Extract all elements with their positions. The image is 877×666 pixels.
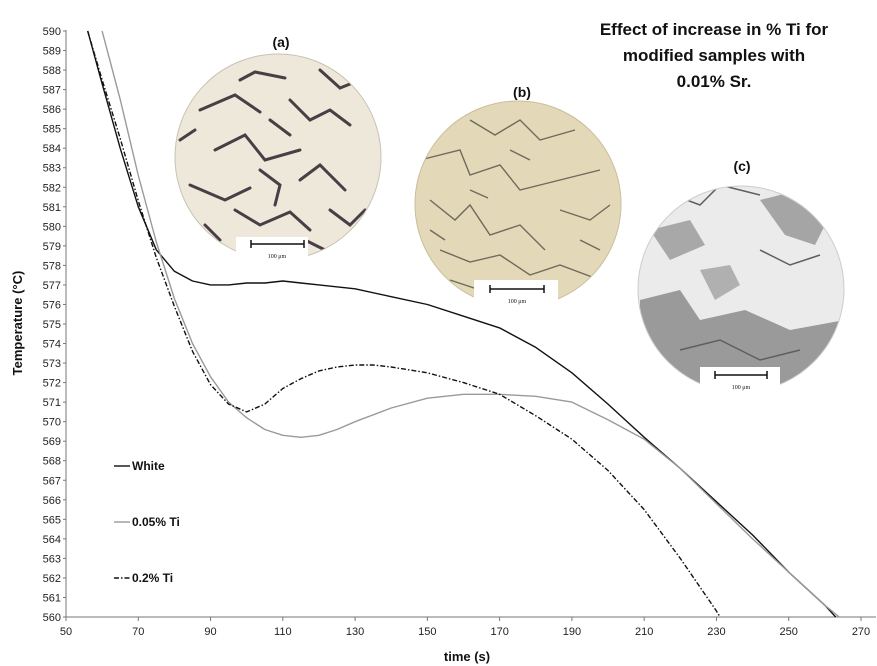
y-tick-label: 585 (43, 124, 61, 136)
y-tick-label: 578 (43, 260, 61, 272)
y-tick-label: 584 (43, 143, 61, 155)
legend-label-02-ti: 0.2% Ti (132, 571, 173, 585)
micrograph-a-scale-label: 100 μm (268, 254, 287, 260)
micrograph-b: 100 μm (414, 100, 622, 308)
y-tick-label: 569 (43, 436, 61, 448)
legend-label-005-ti: 0.05% Ti (132, 515, 180, 529)
micrograph-c-scale-label: 100 μm (732, 385, 751, 391)
micrograph-b-scale-label: 100 μm (508, 299, 527, 305)
chart-title-line-3: 0.01% Sr. (677, 72, 752, 91)
micrograph-c: 100 μm (637, 185, 845, 393)
x-tick-label: 170 (490, 626, 508, 638)
series-line-0-05-ti (101, 30, 840, 618)
y-tick-label: 583 (43, 163, 61, 175)
x-axis-label: time (s) (444, 649, 490, 664)
y-tick-label: 587 (43, 85, 61, 97)
y-tick-label: 565 (43, 514, 61, 526)
y-tick-label: 574 (43, 339, 61, 351)
y-axis-label: Temperature (°C) (10, 271, 25, 376)
y-tick-label: 563 (43, 553, 61, 565)
micrograph-a: 100 μm (174, 53, 382, 265)
x-tick-label: 90 (204, 626, 216, 638)
series-layer (87, 30, 840, 618)
x-tick-label: 270 (852, 626, 870, 638)
y-tick-label: 566 (43, 495, 61, 507)
y-tick-label: 572 (43, 378, 61, 390)
x-tick-label: 50 (60, 626, 72, 638)
y-tick-label: 562 (43, 573, 61, 585)
x-tick-labels: 50 70 90 110 130 150 170 190 210 230 250 270 (60, 617, 870, 638)
x-tick-label: 250 (780, 626, 798, 638)
legend-label-white: White (132, 459, 165, 473)
y-tick-label: 561 (43, 592, 61, 604)
y-tick-label: 588 (43, 65, 61, 77)
micrograph-b-label: (b) (513, 84, 531, 100)
x-tick-label: 70 (132, 626, 144, 638)
y-tick-label: 577 (43, 280, 61, 292)
y-tick-label: 567 (43, 475, 61, 487)
legend: White 0.05% Ti 0.2% Ti (114, 459, 180, 585)
y-tick-labels: 560 561 562 563 564 565 566 567 568 569 570 571 572 5… (43, 26, 66, 624)
y-tick-label: 575 (43, 319, 61, 331)
y-tick-label: 564 (43, 534, 61, 546)
y-tick-label: 586 (43, 104, 61, 116)
x-tick-label: 150 (418, 626, 436, 638)
y-tick-label: 590 (43, 26, 61, 38)
y-tick-label: 579 (43, 241, 61, 253)
chart-title-line-2: modified samples with (623, 46, 805, 65)
chart-title-line-1: Effect of increase in % Ti for (600, 20, 829, 39)
y-tick-label: 560 (43, 612, 61, 624)
x-tick-label: 110 (274, 626, 292, 638)
y-tick-label: 576 (43, 299, 61, 311)
y-tick-label: 570 (43, 417, 61, 429)
y-tick-label: 573 (43, 358, 61, 370)
y-tick-label: 581 (43, 202, 61, 214)
micrograph-a-label: (a) (272, 34, 289, 50)
y-tick-label: 589 (43, 46, 61, 58)
x-tick-label: 190 (563, 626, 581, 638)
y-tick-label: 568 (43, 456, 61, 468)
micrograph-b-disc (415, 101, 621, 307)
y-tick-label: 571 (43, 397, 61, 409)
micrograph-c-label: (c) (733, 158, 750, 174)
y-tick-label: 582 (43, 182, 61, 194)
x-tick-label: 210 (635, 626, 653, 638)
y-tick-label: 580 (43, 221, 61, 233)
x-tick-label: 230 (707, 626, 725, 638)
series-line-0-2-ti (87, 30, 721, 618)
x-tick-label: 130 (346, 626, 364, 638)
